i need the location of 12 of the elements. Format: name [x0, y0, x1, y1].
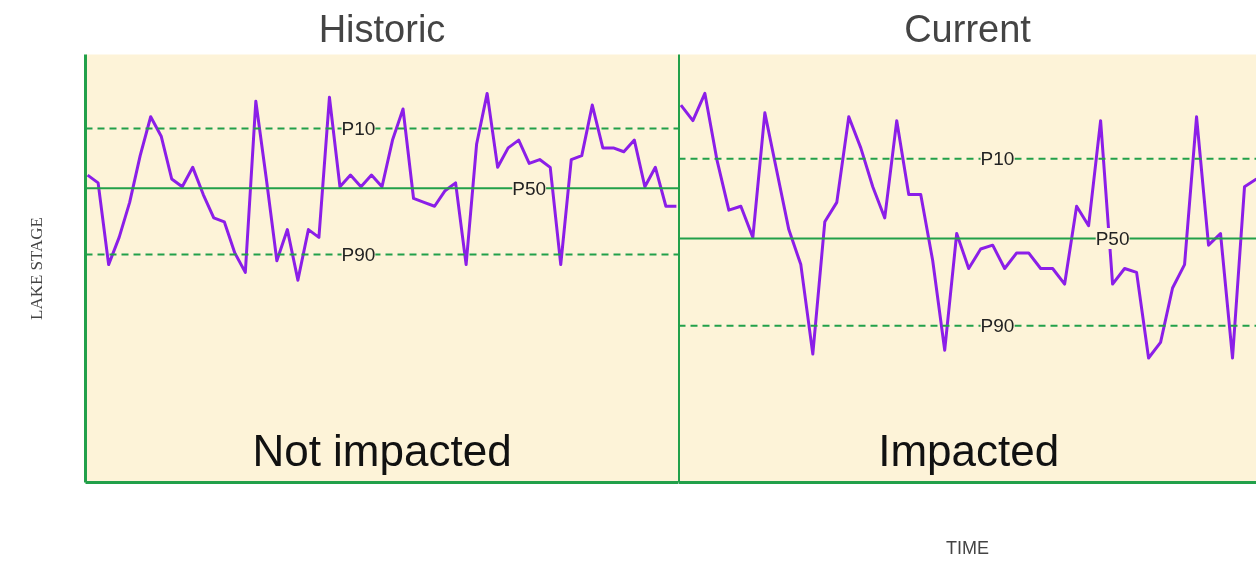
- ref-line-label: P90: [980, 315, 1015, 337]
- chart-title: Current: [904, 7, 1032, 50]
- ref-line-label: P10: [980, 148, 1015, 170]
- x-axis-title: TIME: [946, 537, 989, 558]
- ref-line-label: P90: [341, 243, 376, 265]
- ref-line-label: P50: [512, 177, 547, 199]
- annotation: Impacted: [878, 425, 1060, 475]
- ref-line-label: P50: [1095, 228, 1130, 250]
- annotation: Not impacted: [252, 425, 512, 475]
- y-axis-title: LAKE STAGE: [26, 216, 46, 320]
- ref-line-label: P10: [341, 117, 376, 139]
- chart-title: Historic: [318, 7, 446, 50]
